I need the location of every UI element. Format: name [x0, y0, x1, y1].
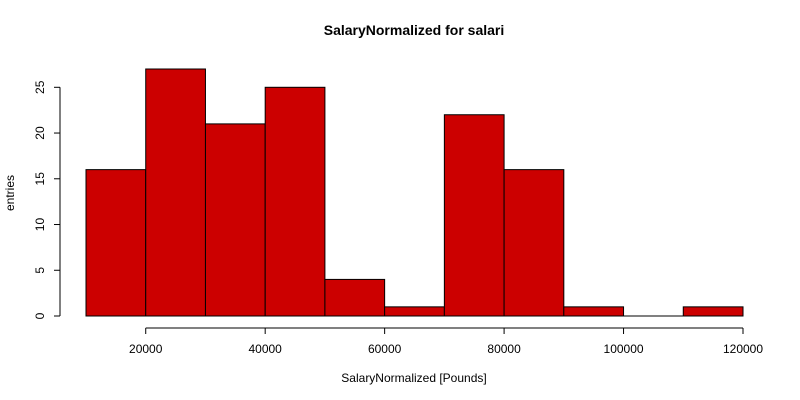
chart-title: SalaryNormalized for salari	[324, 22, 505, 38]
histogram-bar-0	[85, 169, 147, 317]
x-tick-label: 60000	[368, 342, 402, 356]
y-tick-label: 10	[33, 218, 47, 232]
x-tick-label: 120000	[723, 342, 763, 356]
histogram-bar-6	[443, 114, 505, 317]
histogram-bar-10	[682, 306, 744, 317]
y-tick-label: 25	[33, 80, 47, 94]
histogram-bar-4	[324, 278, 386, 317]
x-tick-label: 40000	[248, 342, 282, 356]
y-tick-label: 5	[33, 267, 47, 274]
bars-group	[85, 68, 744, 317]
histogram-bar-2	[204, 123, 266, 317]
y-axis-label: entries	[3, 175, 17, 211]
x-tick-label: 20000	[129, 342, 163, 356]
histogram-bar-7	[503, 169, 565, 317]
histogram-bar-1	[145, 68, 206, 317]
x-tick-label: 100000	[604, 342, 644, 356]
histogram-bar-5	[384, 306, 445, 317]
histogram-bar-3	[264, 86, 326, 317]
y-tick-label: 15	[33, 172, 47, 186]
y-axis: 0 5 10 15 20 25	[33, 80, 61, 319]
x-axis: 20000 40000 60000 80000 100000 120000	[129, 327, 763, 356]
histogram-bar-8	[563, 306, 625, 317]
y-tick-label: 0	[33, 312, 47, 319]
x-axis-label: SalaryNormalized [Pounds]	[341, 371, 486, 385]
x-tick-label: 80000	[487, 342, 521, 356]
y-tick-label: 20	[33, 126, 47, 140]
